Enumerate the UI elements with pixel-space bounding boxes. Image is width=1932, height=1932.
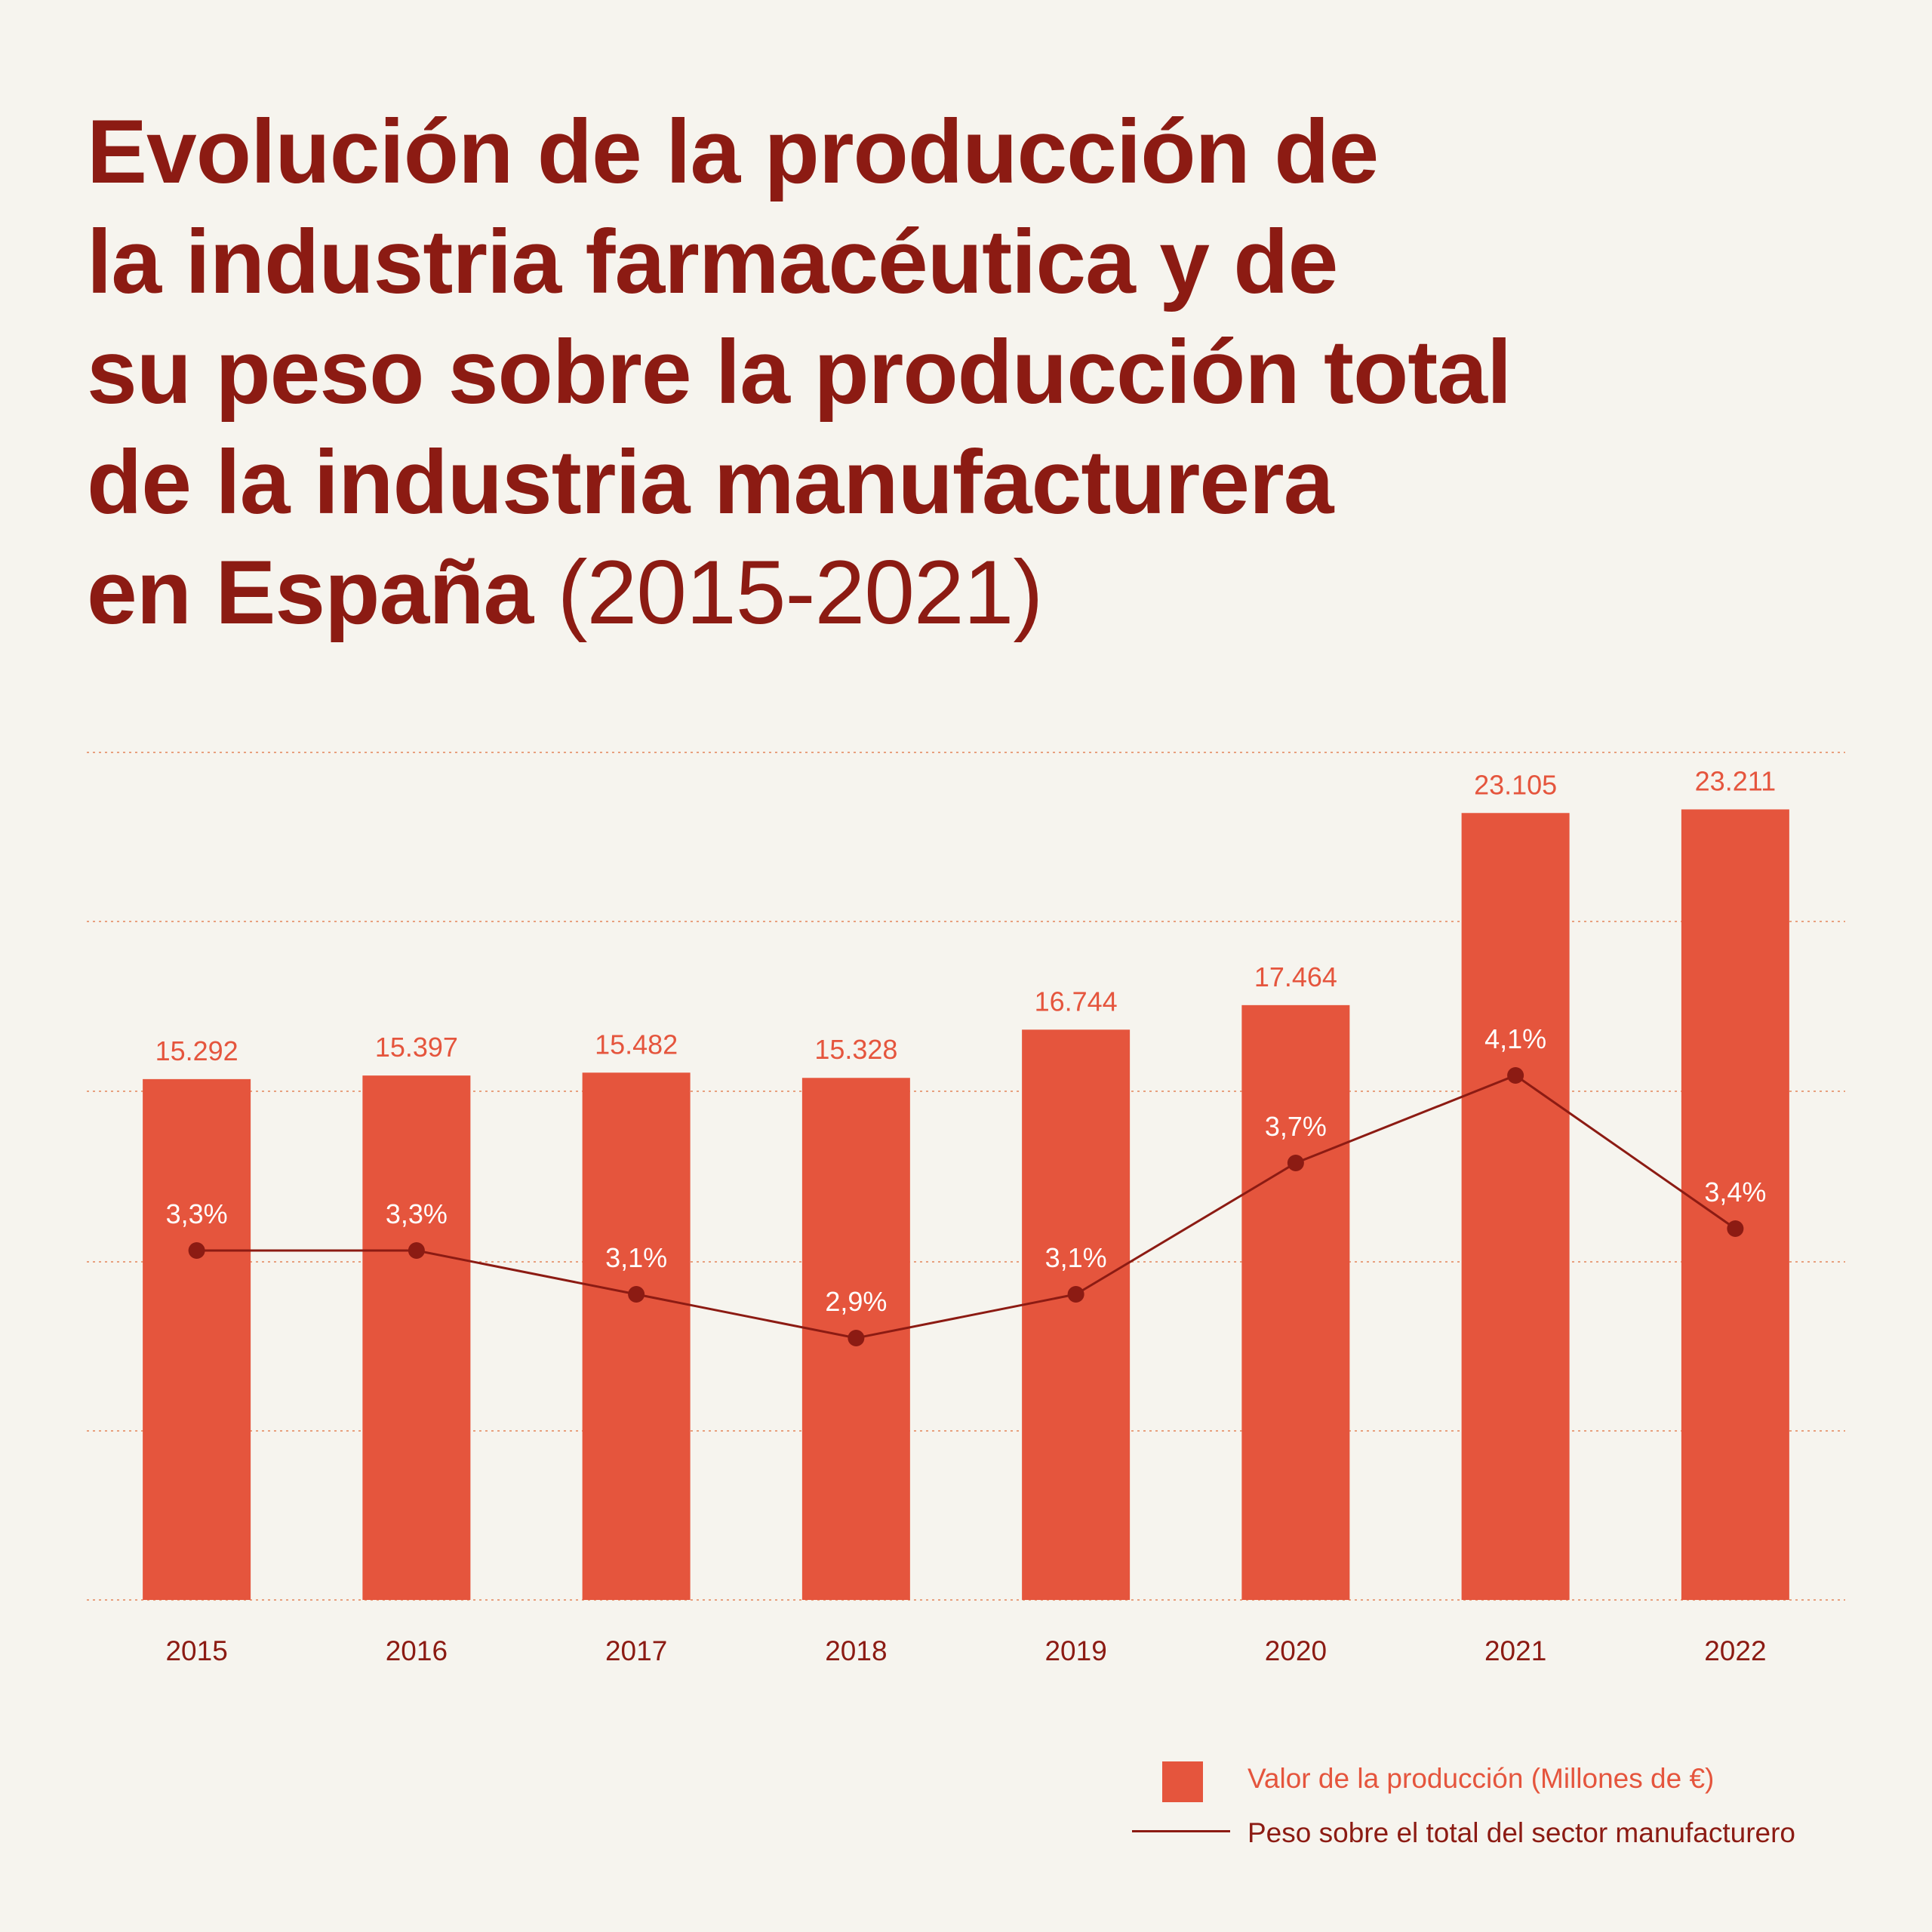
- bar: [1241, 1004, 1350, 1600]
- title-line: la industria farmacéutica y de: [87, 211, 1338, 312]
- title-line: Evolución de la producción de: [87, 101, 1379, 202]
- legend-bar-label: Valor de la producción (Millones de €): [1247, 1763, 1715, 1794]
- series-line: [196, 1074, 1737, 1340]
- bar-value-label: 17.464: [1254, 961, 1337, 992]
- x-tick-label: 2015: [165, 1635, 227, 1666]
- bar: [1022, 1029, 1131, 1600]
- title-line: de la industria manufacturera: [87, 432, 1334, 533]
- title-line: su peso sobre la producción total: [87, 321, 1512, 423]
- x-tick-label: 2020: [1265, 1635, 1327, 1666]
- x-tick-label: 2022: [1704, 1635, 1766, 1666]
- x-tick-label: 2017: [605, 1635, 667, 1666]
- percentage-label: 3,1%: [605, 1242, 667, 1273]
- bar: [582, 1072, 691, 1600]
- x-tick-label: 2018: [825, 1635, 887, 1666]
- percentage-line: [188, 1067, 1744, 1346]
- line-point: [1727, 1220, 1744, 1237]
- bar-value-label: 15.328: [814, 1034, 897, 1065]
- line-point: [1507, 1067, 1524, 1084]
- gridlines: [87, 752, 1845, 1601]
- bars: [143, 809, 1789, 1600]
- bar: [362, 1075, 471, 1600]
- percentage-label: 3,7%: [1265, 1111, 1327, 1142]
- title-date-range: (2015-2021): [533, 542, 1044, 643]
- bar-value-label: 15.397: [375, 1032, 458, 1063]
- percentage-labels: 3,3% 3,3% 3,1% 2,9% 3,1% 3,7% 4,1% 3,4%: [166, 1023, 1767, 1317]
- percentage-label: 3,4%: [1704, 1177, 1766, 1208]
- legend-line-label: Peso sobre el total del sector manufactu…: [1247, 1817, 1795, 1848]
- bar-value-label: 23.105: [1474, 769, 1557, 800]
- bar: [143, 1078, 251, 1600]
- x-tick-label: 2019: [1044, 1635, 1106, 1666]
- line-point: [408, 1242, 425, 1259]
- x-tick-label: 2016: [386, 1635, 448, 1666]
- bar: [1461, 813, 1570, 1600]
- bar-value-label: 15.292: [155, 1035, 238, 1066]
- bar-value-labels: 15.292 15.397 15.482 15.328 16.744 17.464 23.1…: [155, 765, 1777, 1066]
- line-point: [1067, 1286, 1084, 1303]
- percentage-label: 3,3%: [386, 1198, 448, 1229]
- title-line: en España (2015-2021): [87, 537, 1823, 648]
- title-bold-part: en España: [87, 542, 534, 643]
- line-point: [628, 1286, 645, 1303]
- percentage-label: 4,1%: [1484, 1023, 1546, 1054]
- bar-value-label: 23.211: [1695, 765, 1776, 796]
- chart-svg: 15.292 15.397 15.482 15.328 16.744 17.464 23.1…: [87, 752, 1845, 1666]
- line-point: [188, 1242, 205, 1259]
- line-point: [848, 1330, 865, 1346]
- legend-bar-swatch: [1162, 1761, 1203, 1802]
- legend-line-swatch: [1132, 1830, 1230, 1832]
- bar-value-label: 16.744: [1035, 986, 1118, 1017]
- x-axis-labels: 2015 2016 2017 2018 2019 2020 2021 2022: [165, 1635, 1766, 1666]
- line-point: [1287, 1155, 1304, 1171]
- bar-value-label: 15.482: [595, 1029, 678, 1060]
- x-tick-label: 2021: [1484, 1635, 1546, 1666]
- percentage-label: 3,1%: [1045, 1242, 1107, 1273]
- percentage-label: 2,9%: [825, 1286, 887, 1317]
- chart-title: Evolución de la producción de la industr…: [87, 97, 1823, 648]
- percentage-label: 3,3%: [166, 1198, 228, 1229]
